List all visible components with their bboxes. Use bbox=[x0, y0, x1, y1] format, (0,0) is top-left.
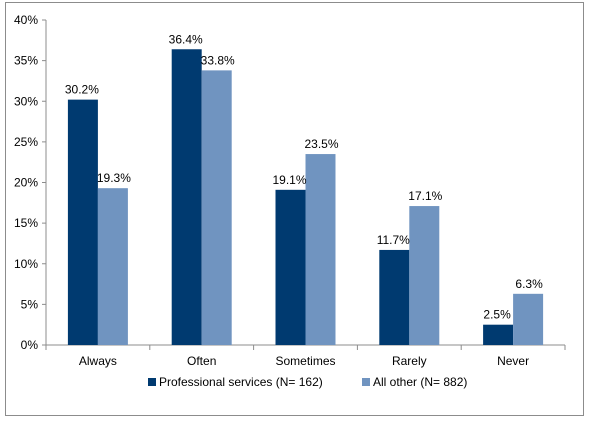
y-tick-label: 25% bbox=[14, 135, 38, 149]
data-label-always-series-1: 19.3% bbox=[97, 171, 131, 185]
data-labels-group: 30.2% 19.3% 36.4% 33.8% 19.1% 23.5% 11.7% 17.1%… bbox=[65, 32, 543, 321]
data-label-always-series-0: 30.2% bbox=[65, 83, 99, 97]
legend-label-all-other: All other (N= 882) bbox=[373, 375, 467, 389]
x-tick-label-often: Often bbox=[187, 354, 216, 368]
y-tick-label: 35% bbox=[14, 54, 38, 68]
bar-rarely-series-0 bbox=[379, 249, 410, 345]
bar-sometimes-series-0 bbox=[275, 189, 306, 345]
data-label-sometimes-series-0: 19.1% bbox=[272, 173, 306, 187]
bar-never-series-0 bbox=[483, 324, 514, 345]
bar-sometimes-series-1 bbox=[305, 154, 336, 345]
y-axis: 0% 5% 10% 15% 20% 25% 30% 35% 40% bbox=[14, 13, 47, 352]
y-tick-label: 20% bbox=[14, 176, 38, 190]
y-tick-label: 0% bbox=[21, 338, 39, 352]
bars-group bbox=[67, 49, 544, 345]
data-label-sometimes-series-1: 23.5% bbox=[304, 137, 338, 151]
x-tick-label-always: Always bbox=[79, 354, 117, 368]
y-tick-label: 10% bbox=[14, 257, 38, 271]
legend: Professional services (N= 162) All other… bbox=[148, 375, 467, 389]
data-label-often-series-1: 33.8% bbox=[201, 53, 235, 67]
legend-swatch-all-other bbox=[362, 378, 370, 386]
data-label-often-series-0: 36.4% bbox=[169, 32, 203, 46]
x-tick-label-rarely: Rarely bbox=[392, 354, 427, 368]
legend-swatch-professional-services bbox=[148, 378, 156, 386]
legend-label-professional-services: Professional services (N= 162) bbox=[159, 375, 323, 389]
data-label-never-series-0: 2.5% bbox=[483, 308, 511, 322]
data-label-never-series-1: 6.3% bbox=[515, 277, 543, 291]
bar-often-series-1 bbox=[201, 70, 232, 345]
y-tick-label: 5% bbox=[21, 297, 39, 311]
x-axis: Always Often Sometimes Rarely Never bbox=[45, 344, 566, 368]
bar-always-series-1 bbox=[97, 188, 128, 345]
y-tick-label: 15% bbox=[14, 216, 38, 230]
bar-often-series-0 bbox=[171, 49, 202, 345]
y-tick-label: 40% bbox=[14, 13, 38, 27]
x-tick-label-sometimes: Sometimes bbox=[275, 354, 335, 368]
bar-never-series-1 bbox=[513, 293, 544, 345]
data-label-rarely-series-0: 11.7% bbox=[377, 233, 410, 247]
y-tick-label: 30% bbox=[14, 94, 38, 108]
bar-rarely-series-1 bbox=[409, 206, 440, 345]
data-label-rarely-series-1: 17.1% bbox=[408, 189, 442, 203]
x-tick-label-never: Never bbox=[497, 354, 529, 368]
bar-always-series-0 bbox=[67, 99, 98, 345]
